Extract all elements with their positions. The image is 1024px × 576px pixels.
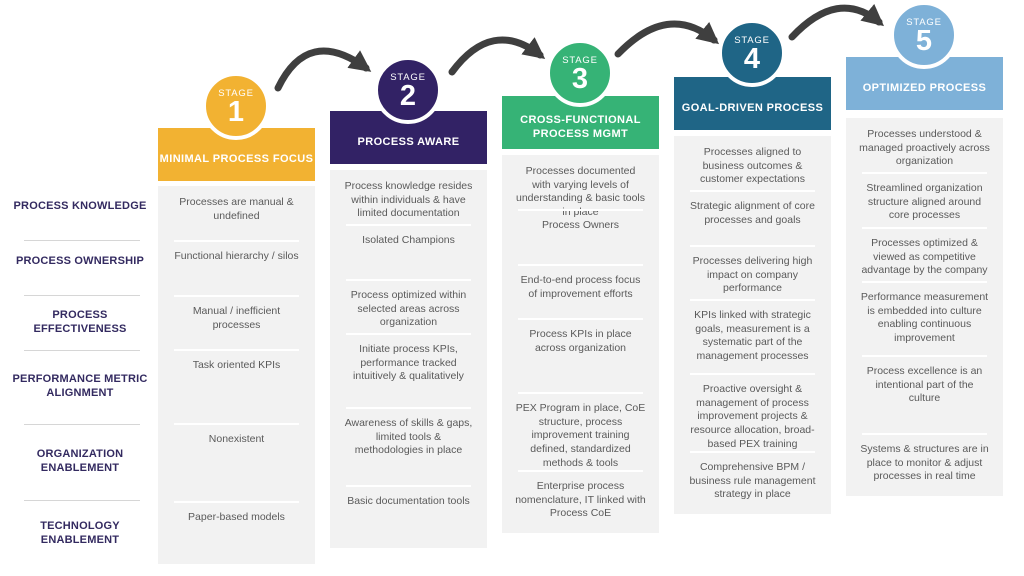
cell-stage5-organization-enablement: Process excellence is an intentional par… xyxy=(846,355,1003,433)
cell-stage4-process-ownership: Strategic alignment of core processes an… xyxy=(674,190,831,245)
stage-1-column: STAGE 1 MINIMAL PROCESS FOCUS Processes … xyxy=(158,0,315,576)
cell-stage1-technology-enablement: Paper-based models xyxy=(158,501,315,564)
cell-stage3-technology-enablement: Enterprise process nomenclature, IT link… xyxy=(502,470,659,533)
cell-stage2-process-ownership: Isolated Champions xyxy=(330,224,487,279)
stage-number: 5 xyxy=(915,24,933,57)
row-label-process-ownership: PROCESS OWNERSHIP xyxy=(15,255,145,267)
row-divider xyxy=(24,295,140,296)
cell-stage4-process-knowledge: Processes aligned to business outcomes &… xyxy=(699,146,806,186)
stage-1-cells: Processes are manual & undefined Functio… xyxy=(158,186,315,564)
cell-stage3-process-effectiveness: End-to-end process focus of improvement … xyxy=(502,264,659,318)
stage-2-badge-circle: STAGE 2 xyxy=(374,56,442,124)
cell-stage2-performance-metric-alignment: Initiate process KPIs, performance track… xyxy=(330,333,487,407)
stage-5-column: STAGE 5 OPTIMIZED PROCESS Processes unde… xyxy=(846,0,1003,576)
cell-stage4-performance-metric-alignment: KPIs linked with strategic goals, measur… xyxy=(674,299,831,373)
cell-stage2-process-knowledge: Process knowledge resides within individ… xyxy=(344,180,473,220)
cell-stage2-process-effectiveness: Process optimized within selected areas … xyxy=(330,279,487,333)
row-label-performance-metric-alignment: PERFORMANCE METRIC ALIGNMENT xyxy=(12,373,148,400)
cell-stage1-process-effectiveness: Manual / inefficient processes xyxy=(158,295,315,349)
stage-3-badge-circle: STAGE 3 xyxy=(546,39,614,107)
stage-4-column: STAGE 4 GOAL-DRIVEN PROCESS Processes al… xyxy=(674,0,831,576)
row-label-column: PROCESS KNOWLEDGE PROCESS OWNERSHIP PROC… xyxy=(10,0,150,576)
cell-stage1-organization-enablement: Nonexistent xyxy=(158,423,315,501)
cell-stage4-technology-enablement: Comprehensive BPM / business rule manage… xyxy=(674,451,831,514)
stage-1-title: MINIMAL PROCESS FOCUS xyxy=(158,128,315,181)
cell-stage3-process-knowledge: Processes documented with varying levels… xyxy=(516,165,645,218)
cell-stage5-performance-metric-alignment: Performance measurement is embedded into… xyxy=(846,281,1003,355)
row-divider xyxy=(24,350,140,351)
cell-stage2-technology-enablement: Basic documentation tools xyxy=(330,485,487,548)
stage-5-cells: Processes understood & managed proactive… xyxy=(846,118,1003,496)
cell-stage4-organization-enablement: Proactive oversight & management of proc… xyxy=(674,373,831,451)
stage-1-badge-circle: STAGE 1 xyxy=(202,72,270,140)
stage-4-cells: Processes aligned to business outcomes &… xyxy=(674,136,831,514)
cell-stage3-performance-metric-alignment: Process KPIs in place across organizatio… xyxy=(502,318,659,392)
cell-stage3-process-ownership: Process Owners xyxy=(502,209,659,264)
stage-3-title: CROSS-FUNCTIONAL PROCESS MGMT xyxy=(502,96,659,149)
cell-stage1-process-ownership: Functional hierarchy / silos xyxy=(158,240,315,295)
stage-badge-label: STAGE xyxy=(562,54,598,66)
stage-badge-label: STAGE xyxy=(734,34,770,46)
stage-5-badge-circle: STAGE 5 xyxy=(890,1,958,69)
row-divider xyxy=(24,240,140,241)
cell-stage5-process-ownership: Streamlined organization structure align… xyxy=(846,172,1003,227)
stage-badge-label: STAGE xyxy=(390,71,426,83)
row-label-process-knowledge: PROCESS KNOWLEDGE xyxy=(13,200,147,212)
stage-3-cells: Processes documented with varying levels… xyxy=(502,155,659,533)
cell-stage5-process-knowledge: Processes understood & managed proactive… xyxy=(859,128,990,168)
cell-stage5-process-effectiveness: Processes optimized & viewed as competit… xyxy=(846,227,1003,281)
cell-stage4-process-effectiveness: Processes delivering high impact on comp… xyxy=(674,245,831,299)
cell-stage2-organization-enablement: Awareness of skills & gaps, limited tool… xyxy=(330,407,487,485)
row-label-technology-enablement: TECHNOLOGY ENABLEMENT xyxy=(40,520,120,547)
cell-stage1-process-knowledge: Processes are manual & undefined xyxy=(179,196,294,222)
stage-2-column: STAGE 2 PROCESS AWARE Process knowledge … xyxy=(330,0,487,576)
row-divider xyxy=(24,500,140,501)
stage-number: 1 xyxy=(227,95,245,128)
stage-3-column: STAGE 3 CROSS-FUNCTIONAL PROCESS MGMT Pr… xyxy=(502,0,659,576)
stage-2-cells: Process knowledge resides within individ… xyxy=(330,170,487,548)
cell-stage1-performance-metric-alignment: Task oriented KPIs xyxy=(158,349,315,423)
stage-badge-label: STAGE xyxy=(906,16,942,28)
stage-number: 2 xyxy=(399,79,417,112)
stage-number: 3 xyxy=(571,62,589,95)
cell-stage3-organization-enablement: PEX Program in place, CoE structure, pro… xyxy=(502,392,659,470)
stage-badge-label: STAGE xyxy=(218,87,254,99)
row-label-organization-enablement: ORGANIZATION ENABLEMENT xyxy=(36,448,124,475)
row-label-process-effectiveness: PROCESS EFFECTIVENESS xyxy=(33,309,127,336)
stage-4-badge-circle: STAGE 4 xyxy=(718,19,786,87)
row-divider xyxy=(24,424,140,425)
stage-number: 4 xyxy=(743,42,761,75)
cell-stage5-technology-enablement: Systems & structures are in place to mon… xyxy=(846,433,1003,496)
